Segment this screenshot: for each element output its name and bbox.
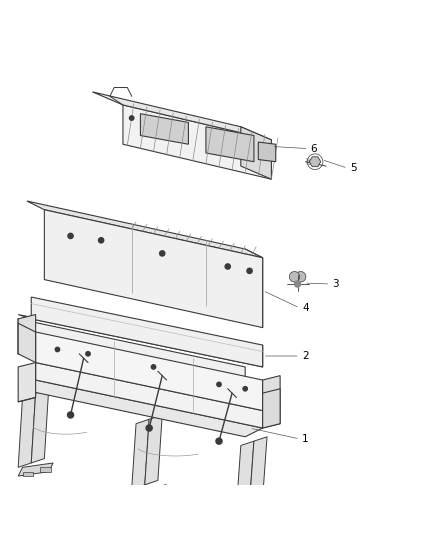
Circle shape [294,281,300,287]
Polygon shape [18,362,35,402]
Text: 3: 3 [332,279,339,289]
Polygon shape [206,127,254,161]
Polygon shape [132,419,149,489]
Polygon shape [132,485,166,498]
Polygon shape [18,314,263,367]
Polygon shape [18,463,53,476]
Polygon shape [18,319,245,402]
Polygon shape [245,249,263,328]
Polygon shape [309,157,321,167]
Circle shape [55,348,60,352]
Circle shape [217,382,221,386]
Circle shape [225,264,230,269]
Circle shape [216,438,222,444]
Polygon shape [263,376,280,410]
Text: 6: 6 [311,143,317,154]
Polygon shape [263,389,280,428]
Circle shape [67,412,74,418]
Polygon shape [27,201,263,258]
Circle shape [146,425,152,431]
Text: 2: 2 [302,351,309,361]
Polygon shape [141,114,188,144]
Polygon shape [241,127,272,179]
Polygon shape [44,210,263,328]
Circle shape [151,365,155,369]
Polygon shape [250,345,263,367]
Polygon shape [31,389,49,463]
Circle shape [159,251,165,256]
Polygon shape [92,92,272,140]
Text: 4: 4 [302,303,309,313]
Circle shape [86,352,90,356]
Circle shape [99,238,104,243]
Polygon shape [232,502,267,515]
Polygon shape [136,494,147,498]
Text: 1: 1 [302,434,309,444]
Polygon shape [40,467,51,472]
Polygon shape [250,437,267,502]
Polygon shape [31,297,263,367]
Polygon shape [22,472,33,476]
Polygon shape [35,362,263,428]
Polygon shape [153,489,164,494]
Circle shape [130,116,134,120]
Polygon shape [258,142,276,161]
Text: 5: 5 [350,163,357,173]
Polygon shape [18,393,35,467]
Polygon shape [237,511,247,515]
Polygon shape [18,314,35,354]
Polygon shape [35,332,263,410]
Circle shape [295,271,306,282]
Circle shape [247,268,252,273]
Polygon shape [145,415,162,485]
Polygon shape [18,323,35,362]
Circle shape [243,386,247,391]
Polygon shape [263,406,280,428]
Polygon shape [254,507,265,511]
Circle shape [68,233,73,239]
Circle shape [289,271,300,282]
Polygon shape [123,105,272,179]
Polygon shape [237,441,254,507]
Polygon shape [18,380,263,437]
